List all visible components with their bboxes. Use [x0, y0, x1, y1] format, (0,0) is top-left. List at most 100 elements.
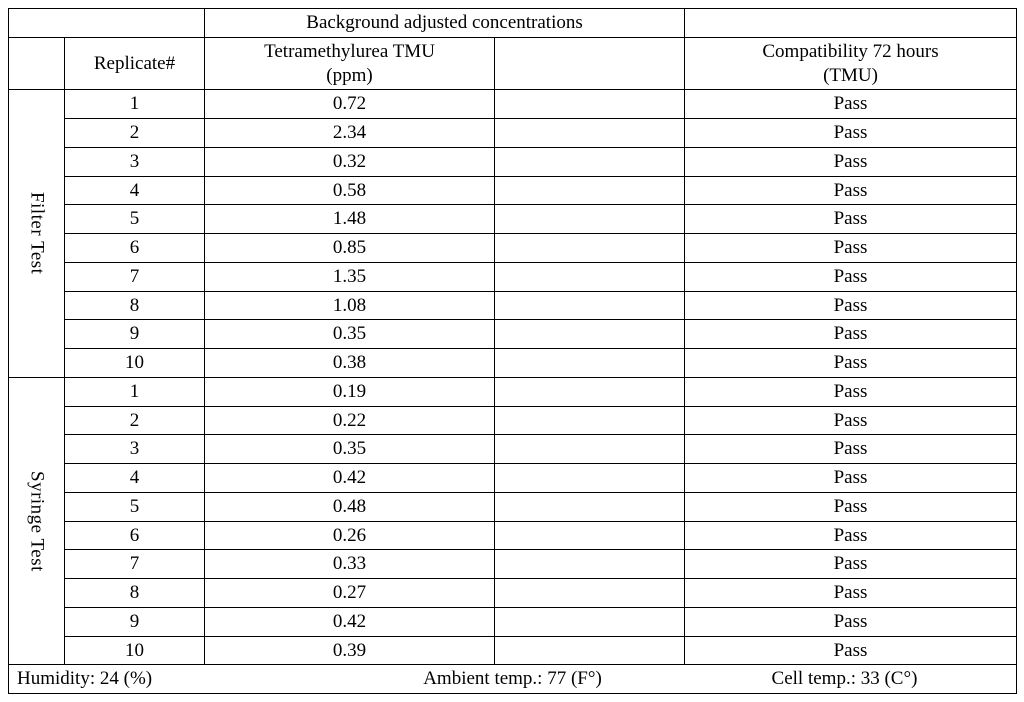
table-row: 20.22Pass: [9, 406, 1017, 435]
cell-compat: Pass: [685, 147, 1017, 176]
cell-replicate: 9: [65, 607, 205, 636]
table-row: 51.48 Pass: [9, 205, 1017, 234]
cell-compat: Pass: [685, 205, 1017, 234]
cell-compat: Pass: [685, 234, 1017, 263]
cell-tmu: 0.48: [205, 492, 495, 521]
cell-compat: Pass: [685, 579, 1017, 608]
footer-cell: Humidity: 24 (%)Ambient temp.: 77 (F°)Ce…: [9, 665, 1017, 694]
cell-blank: [495, 607, 685, 636]
cell-compat: Pass: [685, 464, 1017, 493]
cell-compat: Pass: [685, 119, 1017, 148]
cell-compat: Pass: [685, 262, 1017, 291]
cell-compat: Pass: [685, 550, 1017, 579]
cell-tmu: 1.08: [205, 291, 495, 320]
cell-blank: [495, 320, 685, 349]
cell-compat: Pass: [685, 521, 1017, 550]
header-compat-line2: (TMU): [823, 65, 878, 86]
cell-tmu: 0.35: [205, 320, 495, 349]
cell-replicate: 7: [65, 550, 205, 579]
table-row: 50.48Pass: [9, 492, 1017, 521]
cell-tmu: 0.19: [205, 377, 495, 406]
header-bg-adj: Background adjusted concentrations: [205, 9, 685, 38]
cell-blank: [495, 406, 685, 435]
cell-compat: Pass: [685, 377, 1017, 406]
cell-replicate: 2: [65, 406, 205, 435]
cell-tmu: 0.38: [205, 349, 495, 378]
table-row: Filter Test10.72Pass: [9, 90, 1017, 119]
cell-compat: Pass: [685, 90, 1017, 119]
table-row: Syringe Test10.19Pass: [9, 377, 1017, 406]
cell-replicate: 10: [65, 349, 205, 378]
header-replicate: Replicate#: [65, 37, 205, 90]
cell-tmu: 0.39: [205, 636, 495, 665]
table-row: 90.42 Pass: [9, 607, 1017, 636]
cell-tmu: 0.42: [205, 464, 495, 493]
cell-blank: [495, 291, 685, 320]
cell-compat: Pass: [685, 176, 1017, 205]
group-label: Syringe Test: [9, 377, 65, 665]
cell-tmu: 1.35: [205, 262, 495, 291]
cell-replicate: 6: [65, 234, 205, 263]
cell-compat: Pass: [685, 349, 1017, 378]
cell-tmu: 2.34: [205, 119, 495, 148]
cell-replicate: 2: [65, 119, 205, 148]
cell-blank: [495, 464, 685, 493]
table-row: 30.32 Pass: [9, 147, 1017, 176]
cell-blank: [495, 205, 685, 234]
cell-replicate: 6: [65, 521, 205, 550]
footer-row: Humidity: 24 (%)Ambient temp.: 77 (F°)Ce…: [9, 665, 1017, 694]
cell-blank: [495, 435, 685, 464]
cell-tmu: 0.42: [205, 607, 495, 636]
table-row: 40.58Pass: [9, 176, 1017, 205]
cell-blank: [495, 636, 685, 665]
cell-tmu: 1.48: [205, 205, 495, 234]
header-row-2: Replicate# Tetramethylurea TMU (ppm) Com…: [9, 37, 1017, 90]
cell-replicate: 10: [65, 636, 205, 665]
table-row: 81.08Pass: [9, 291, 1017, 320]
table-row: 60.26 Pass: [9, 521, 1017, 550]
cell-blank: [495, 147, 685, 176]
cell-replicate: 4: [65, 176, 205, 205]
header-tmu-line1: Tetramethylurea TMU: [264, 41, 435, 62]
cell-compat: Pass: [685, 607, 1017, 636]
cell-tmu: 0.85: [205, 234, 495, 263]
footer-humidity: Humidity: 24 (%): [17, 667, 344, 691]
cell-replicate: 5: [65, 205, 205, 234]
cell-blank: [495, 119, 685, 148]
cell-replicate: 3: [65, 435, 205, 464]
table-row: 60.85 Pass: [9, 234, 1017, 263]
cell-replicate: 1: [65, 377, 205, 406]
cell-blank: [495, 579, 685, 608]
header-tmu-line2: (ppm): [326, 65, 372, 86]
table-row: 22.34 Pass: [9, 119, 1017, 148]
cell-replicate: 1: [65, 90, 205, 119]
header-blank-right: [685, 9, 1017, 38]
cell-tmu: 0.26: [205, 521, 495, 550]
header-row-1: Background adjusted concentrations: [9, 9, 1017, 38]
cell-tmu: 0.27: [205, 579, 495, 608]
header-blank-corner: [9, 37, 65, 90]
cell-tmu: 0.22: [205, 406, 495, 435]
cell-replicate: 3: [65, 147, 205, 176]
cell-compat: Pass: [685, 435, 1017, 464]
cell-blank: [495, 521, 685, 550]
cell-compat: Pass: [685, 636, 1017, 665]
cell-tmu: 0.32: [205, 147, 495, 176]
table-row: 40.42Pass: [9, 464, 1017, 493]
table-row: 100.38 Pass: [9, 349, 1017, 378]
cell-replicate: 8: [65, 579, 205, 608]
footer-cell: Cell temp.: 33 (C°): [681, 667, 1008, 691]
cell-blank: [495, 492, 685, 521]
cell-compat: Pass: [685, 291, 1017, 320]
header-tmu: Tetramethylurea TMU (ppm): [205, 37, 495, 90]
header-blank-left: [9, 9, 205, 38]
header-blank-mid: [495, 37, 685, 90]
cell-replicate: 9: [65, 320, 205, 349]
cell-compat: Pass: [685, 320, 1017, 349]
cell-replicate: 7: [65, 262, 205, 291]
table-row: 100.39 Pass: [9, 636, 1017, 665]
cell-tmu: 0.72: [205, 90, 495, 119]
cell-tmu: 0.35: [205, 435, 495, 464]
table-body: Background adjusted concentrations Repli…: [9, 9, 1017, 694]
cell-blank: [495, 262, 685, 291]
